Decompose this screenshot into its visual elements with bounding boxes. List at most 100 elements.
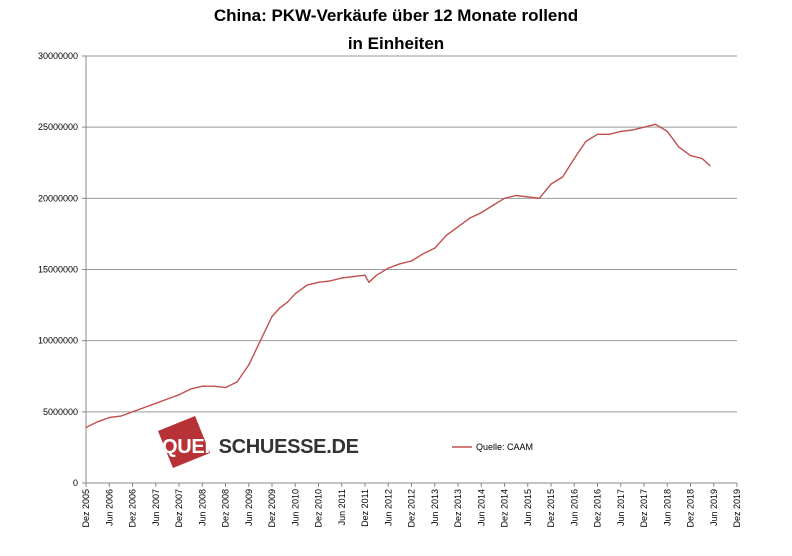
x-tick-label: Dez 2012 bbox=[407, 489, 417, 528]
y-tick-label: 5000000 bbox=[43, 407, 78, 417]
logo-text-part2: SCHUESSE.DE bbox=[218, 436, 359, 458]
data-point bbox=[178, 394, 180, 396]
data-point bbox=[422, 253, 424, 255]
data-point bbox=[97, 421, 99, 423]
data-point bbox=[620, 130, 622, 132]
data-point bbox=[538, 197, 541, 199]
data-point bbox=[596, 133, 599, 135]
data-point bbox=[480, 212, 482, 214]
data-point bbox=[248, 364, 250, 366]
data-point bbox=[666, 130, 668, 132]
data-point bbox=[689, 155, 692, 157]
querschuesse-logo: QUERSCHUESSE.DE bbox=[157, 415, 422, 476]
x-tick-label: Dez 2005 bbox=[81, 489, 91, 528]
data-point bbox=[678, 146, 680, 148]
data-point bbox=[515, 194, 517, 197]
y-tick-label: 0 bbox=[73, 478, 78, 488]
x-tick-label: Dez 2008 bbox=[221, 489, 231, 528]
data-point bbox=[631, 129, 634, 131]
x-tick-label: Dez 2007 bbox=[174, 489, 184, 528]
x-tick-label: Dez 2009 bbox=[267, 489, 277, 528]
x-tick-label: Jun 2011 bbox=[337, 489, 347, 525]
legend-label: Quelle: CAAM bbox=[476, 442, 533, 452]
data-point bbox=[550, 183, 552, 185]
data-point bbox=[352, 276, 354, 278]
data-point bbox=[701, 157, 703, 160]
x-tick-label: Dez 2010 bbox=[314, 489, 324, 528]
x-tick-label: Jun 2017 bbox=[616, 489, 626, 526]
data-point bbox=[503, 197, 506, 199]
x-tick-label: Jun 2007 bbox=[151, 489, 161, 526]
x-tick-label: Jun 2014 bbox=[476, 489, 486, 526]
series-line bbox=[85, 123, 711, 429]
y-tick-label: 10000000 bbox=[38, 336, 78, 346]
data-point bbox=[224, 387, 227, 389]
data-point bbox=[364, 274, 366, 276]
x-tick-label: Jun 2010 bbox=[290, 489, 300, 526]
data-point bbox=[434, 247, 436, 249]
logo-text-part1: QUER bbox=[162, 436, 219, 458]
data-point bbox=[306, 284, 308, 286]
data-point bbox=[376, 274, 378, 276]
data-point bbox=[85, 426, 87, 429]
data-point bbox=[131, 411, 134, 413]
x-tick-label: Jun 2013 bbox=[430, 489, 440, 526]
x-tick-label: Jun 2006 bbox=[104, 489, 114, 526]
data-point bbox=[399, 263, 401, 265]
x-tick-label: Jun 2018 bbox=[662, 489, 672, 526]
data-point bbox=[585, 140, 587, 142]
data-point bbox=[492, 204, 494, 206]
x-tick-label: Dez 2011 bbox=[360, 489, 370, 527]
data-point bbox=[236, 381, 238, 383]
x-tick-label: Jun 2009 bbox=[244, 489, 254, 526]
x-tick-label: Dez 2014 bbox=[500, 489, 510, 528]
data-point bbox=[457, 226, 459, 228]
y-tick-label: 30000000 bbox=[38, 51, 78, 61]
x-tick-label: Jun 2012 bbox=[383, 489, 393, 526]
data-point bbox=[655, 123, 657, 125]
data-point bbox=[143, 407, 145, 409]
data-point bbox=[643, 126, 645, 128]
data-point bbox=[709, 165, 711, 167]
data-point bbox=[562, 176, 564, 178]
data-point bbox=[527, 196, 529, 198]
x-tick-label: Dez 2016 bbox=[593, 489, 603, 528]
data-point bbox=[259, 340, 261, 342]
x-tick-label: Dez 2015 bbox=[546, 489, 556, 528]
chart-subtitle: in Einheiten bbox=[347, 34, 445, 53]
data-point bbox=[213, 385, 215, 387]
data-point bbox=[368, 281, 370, 283]
data-point bbox=[329, 280, 331, 282]
data-point bbox=[271, 315, 273, 318]
x-tick-label: Dez 2006 bbox=[128, 489, 138, 528]
data-point bbox=[286, 301, 289, 303]
data-point bbox=[155, 402, 157, 404]
data-point bbox=[294, 293, 296, 295]
data-point bbox=[201, 385, 203, 387]
data-point bbox=[608, 133, 610, 135]
y-tick-label: 15000000 bbox=[38, 265, 78, 275]
data-point bbox=[410, 260, 413, 262]
data-point bbox=[445, 234, 447, 236]
x-tick-label: Jun 2019 bbox=[709, 489, 719, 526]
x-tick-label: Jun 2015 bbox=[523, 489, 533, 526]
x-tick-label: Dez 2017 bbox=[639, 489, 649, 528]
data-point bbox=[317, 281, 320, 283]
data-point bbox=[469, 217, 471, 219]
data-point bbox=[120, 415, 122, 417]
data-point bbox=[387, 267, 389, 269]
y-tick-label: 20000000 bbox=[38, 193, 78, 203]
chart-title: China: PKW-Verkäufe über 12 Monate rolle… bbox=[213, 6, 579, 25]
x-tick-label: Jun 2008 bbox=[197, 489, 207, 526]
x-tick-label: Dez 2019 bbox=[732, 489, 742, 528]
data-point bbox=[190, 388, 192, 390]
data-point bbox=[573, 157, 575, 160]
data-point bbox=[279, 307, 281, 309]
x-tick-label: Dez 2013 bbox=[453, 489, 463, 528]
data-point bbox=[108, 416, 110, 419]
x-tick-label: Dez 2018 bbox=[686, 489, 696, 528]
data-point bbox=[166, 398, 168, 400]
x-tick-label: Jun 2016 bbox=[569, 489, 579, 526]
y-tick-label: 25000000 bbox=[38, 122, 78, 132]
